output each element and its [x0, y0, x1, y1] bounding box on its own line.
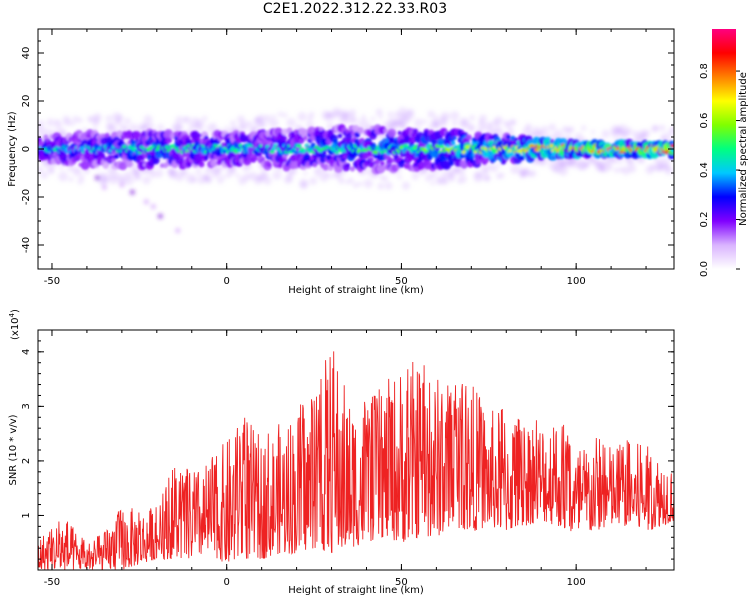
svg-text:(x104): (x104) [8, 309, 21, 340]
colorbar-tick-label: 0.4 [699, 162, 710, 178]
snr-y-tick-label: 3 [21, 403, 32, 409]
colorbar-tick-label: 0.6 [699, 113, 710, 129]
spectrogram-x-tick-label: 50 [395, 276, 408, 287]
spectrogram-y-axis-label: Frequency (Hz) [7, 111, 18, 187]
snr-y-tick-label: 2 [21, 458, 32, 464]
snr-x-axis-label: Height of straight line (km) [288, 585, 424, 596]
spectrogram-y-tick-label: 20 [21, 95, 32, 108]
snr-x-tick-label: -50 [44, 577, 60, 588]
snr-x-tick-label: 100 [567, 577, 586, 588]
snr-series-line [38, 351, 674, 570]
spectrogram-x-tick-label: 0 [224, 276, 230, 287]
snr-x-tick-label: 0 [224, 577, 230, 588]
colorbar-axes: 0.0 0.2 0.4 0.6 0.8 [699, 63, 740, 277]
colorbar-tick-label: 0.2 [699, 212, 710, 228]
spectrogram-y-tick-label: 0 [21, 146, 32, 152]
snr-y-tick-label: 1 [21, 512, 32, 518]
snr-y-tick-label: 4 [21, 349, 32, 355]
spectrogram-x-axis-label: Height of straight line (km) [288, 285, 424, 296]
colorbar-label: Normalized spectral amplitude [738, 72, 749, 226]
colorbar-tick-label: 0.0 [699, 261, 710, 277]
snr-line-plot [38, 351, 674, 570]
spectrogram-y-tick-label: 40 [21, 47, 32, 60]
colorbar [712, 29, 736, 269]
snr-y-multiplier: (x104) [8, 309, 21, 340]
spectrogram-y-tick-label: -40 [21, 237, 32, 253]
snr-y-axis-label: SNR (10 * v/v) [8, 414, 19, 485]
spectrogram-axes: -50 0 50 100 -40 -20 0 20 40 [21, 29, 674, 287]
spectrogram-y-tick-label: -20 [21, 189, 32, 205]
snr-x-tick-label: 50 [395, 577, 408, 588]
colorbar-tick-label: 0.8 [699, 63, 710, 79]
figure-title: C2E1.2022.312.22.33.R03 [262, 1, 448, 17]
spectrogram-heatmap [38, 107, 674, 234]
spectrogram-x-tick-label: -50 [44, 276, 60, 287]
spectrogram-x-tick-label: 100 [567, 276, 586, 287]
snr-axes: -50 0 50 100 1 2 3 4 [21, 330, 674, 588]
